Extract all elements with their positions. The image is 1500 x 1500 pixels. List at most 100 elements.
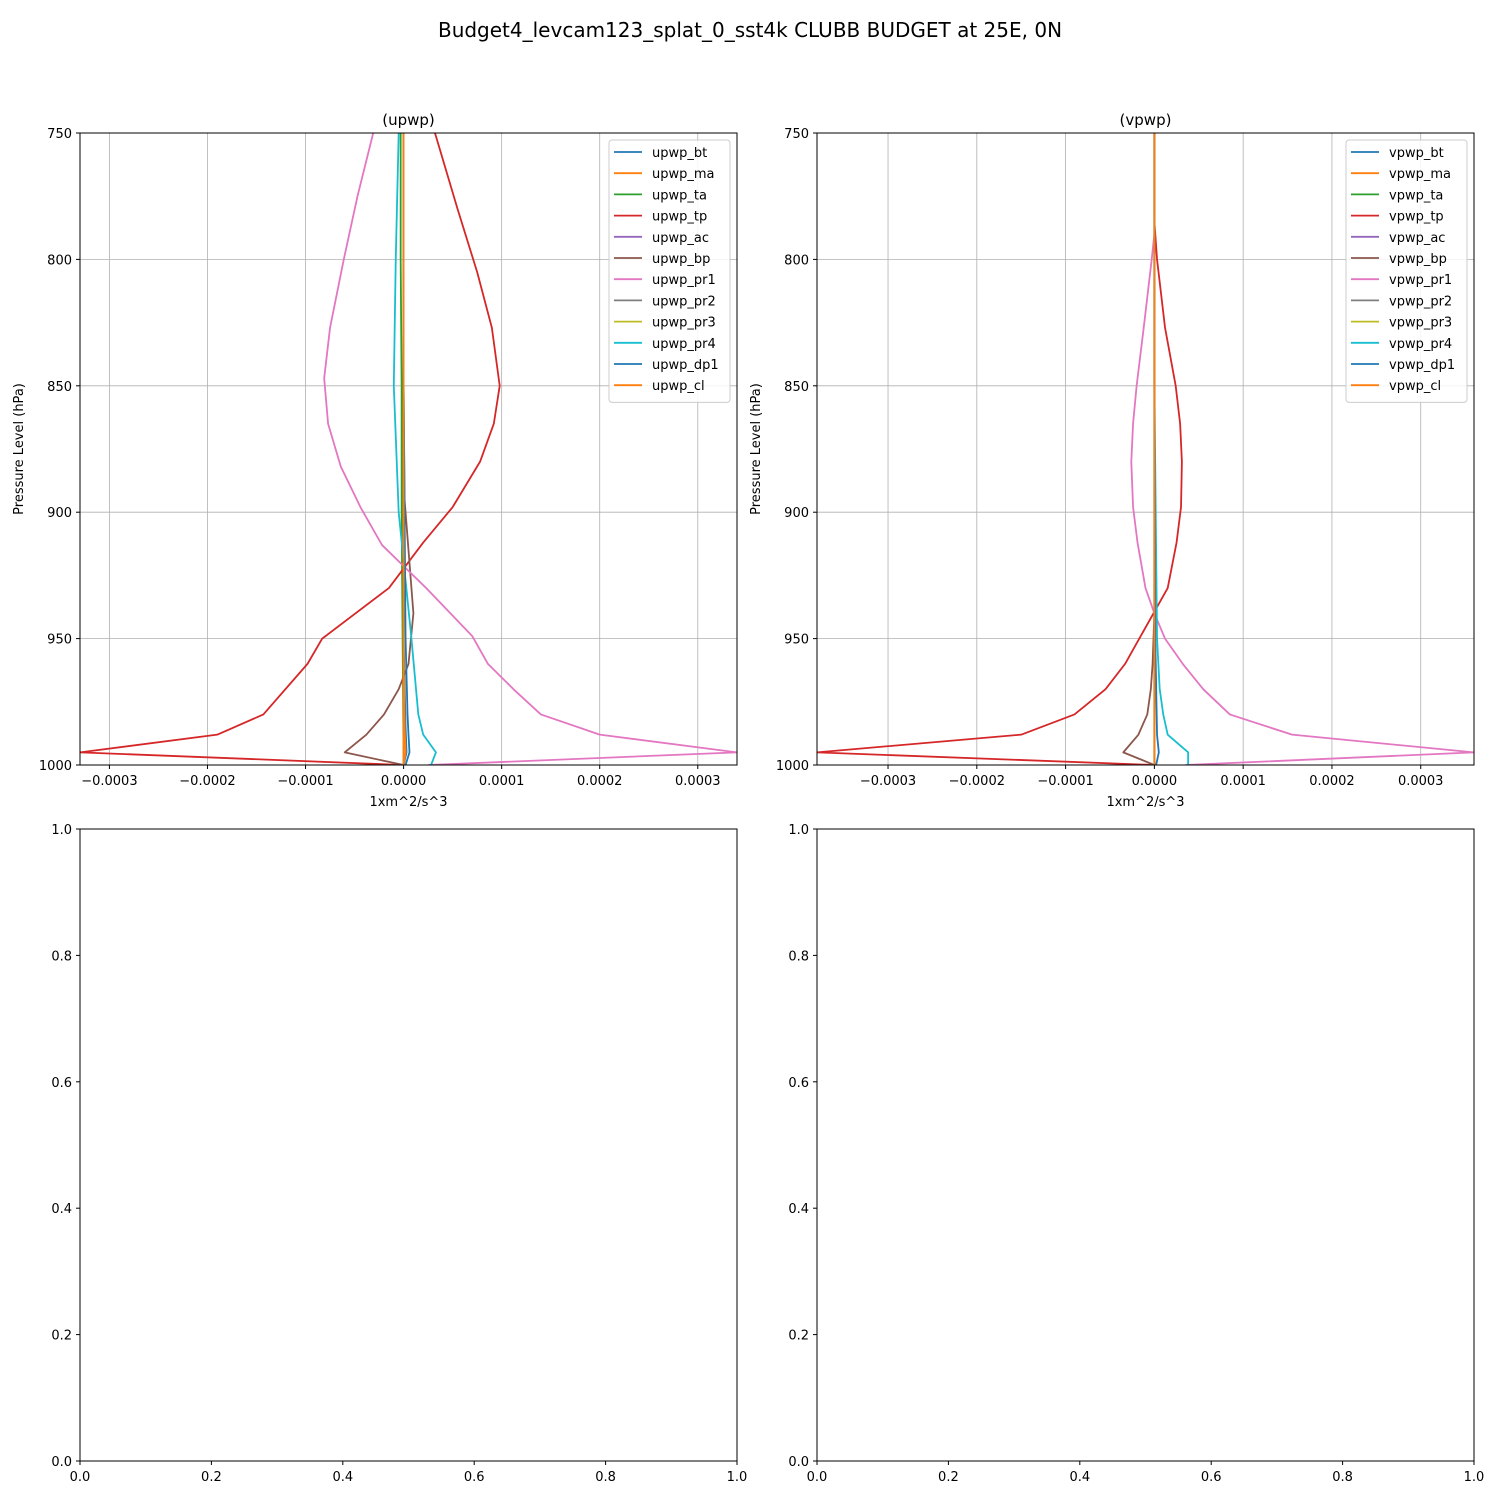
y-tick-label: 950 (784, 633, 809, 648)
x-tick-label: 0.4 (1069, 1470, 1090, 1485)
y-tick-label: 0.8 (788, 949, 809, 964)
legend-label-vpwp_ma: vpwp_ma (1389, 167, 1451, 182)
axes-frame (816, 828, 1475, 1462)
legend-label-upwp_cl: upwp_cl (652, 379, 705, 394)
legend-label-upwp_bp: upwp_bp (652, 252, 710, 267)
y-tick-label: 1000 (776, 759, 809, 774)
legend-label-vpwp_ac: vpwp_ac (1389, 231, 1445, 246)
y-tick-label: 800 (784, 253, 809, 268)
y-axis-label: Pressure Level (hPa) (749, 383, 764, 515)
x-tick-label: 0.0002 (1309, 774, 1355, 789)
x-tick-label: 0.6 (1201, 1470, 1222, 1485)
subplot-4: 0.0 0.2 0.4 0.6 0.8 1.0 0.0 0.2 0.4 0.6 0.8 1.0 (788, 823, 1484, 1485)
legend-label-vpwp_tp: vpwp_tp (1389, 210, 1444, 225)
y-tick-label: 900 (784, 506, 809, 521)
x-tick-label: 1.0 (727, 1470, 748, 1485)
legend-label-upwp_tp: upwp_tp (652, 210, 707, 225)
y-tick-label: 0.6 (788, 1076, 809, 1091)
legend-label-vpwp_dp1: vpwp_dp1 (1389, 358, 1455, 373)
legend: vpwp_bt vpwp_ma vpwp_ta vpwp_tp vpwp_ac vpwp_… (1345, 139, 1468, 403)
y-axis-label: Pressure Level (hPa) (12, 383, 27, 515)
legend-label-upwp_bt: upwp_bt (652, 146, 707, 161)
legend-box (608, 139, 731, 403)
x-tick-label: −0.0003 (860, 774, 916, 789)
legend-label-upwp_ma: upwp_ma (652, 167, 715, 182)
legend-label-vpwp_pr4: vpwp_pr4 (1389, 337, 1452, 352)
legend-label-upwp_ac: upwp_ac (652, 231, 709, 246)
x-tick-label: 0.8 (595, 1470, 616, 1485)
y-tick-label: 750 (47, 127, 72, 142)
legend-label-upwp_pr3: upwp_pr3 (652, 316, 716, 331)
y-tick-label: 750 (784, 127, 809, 142)
x-tick-label: −0.0001 (1037, 774, 1093, 789)
figure-suptitle: Budget4_levcam123_splat_0_sst4k CLUBB BU… (438, 18, 1062, 42)
legend-label-vpwp_cl: vpwp_cl (1389, 379, 1441, 394)
legend-label-upwp_pr1: upwp_pr1 (652, 273, 716, 288)
x-tick-label: 0.0003 (1398, 774, 1444, 789)
y-tick-label: 0.8 (51, 949, 72, 964)
subplot-1: −0.0003 −0.0002 −0.0001 0.0000 0.0001 0.0002 0… (12, 111, 738, 810)
legend-label-vpwp_ta: vpwp_ta (1389, 188, 1443, 203)
series-line-vpwp_tp (817, 133, 1183, 765)
x-tick-label: 0.0000 (1132, 774, 1178, 789)
x-axis-label: 1xm^2/s^3 (369, 795, 447, 810)
y-tick-label: 0.6 (51, 1076, 72, 1091)
x-axis-label: 1xm^2/s^3 (1106, 795, 1184, 810)
legend-label-vpwp_pr1: vpwp_pr1 (1389, 273, 1452, 288)
x-tick-label: 0.8 (1332, 1470, 1353, 1485)
subplot-grid: −0.0003 −0.0002 −0.0001 0.0000 0.0001 0.0002 0… (12, 111, 1484, 1485)
series-line-upwp_tp (80, 133, 501, 765)
series-line-vpwp_pr1 (1130, 133, 1474, 765)
y-tick-label: 1000 (39, 759, 72, 774)
y-tick-label: 0.0 (51, 1455, 72, 1470)
x-tick-label: 0.0002 (577, 774, 623, 789)
series-line-upwp_pr4 (392, 133, 437, 765)
subplot-3: 0.0 0.2 0.4 0.6 0.8 1.0 0.0 0.2 0.4 0.6 0.8 1.0 (51, 823, 747, 1485)
x-tick-label: −0.0001 (277, 774, 333, 789)
x-tick-label: 0.0000 (381, 774, 427, 789)
y-tick-label: 1.0 (788, 823, 809, 838)
y-tick-label: 900 (47, 506, 72, 521)
x-tick-label: −0.0002 (179, 774, 235, 789)
legend-label-upwp_dp1: upwp_dp1 (652, 358, 719, 373)
series-lines (80, 133, 737, 765)
x-tick-label: −0.0003 (81, 774, 137, 789)
legend-label-vpwp_pr3: vpwp_pr3 (1389, 316, 1452, 331)
axes-frame (79, 828, 738, 1462)
y-tick-label: 850 (47, 380, 72, 395)
x-tick-label: 0.4 (332, 1470, 353, 1485)
x-tick-label: 0.6 (464, 1470, 485, 1485)
subplot-2: −0.0003 −0.0002 −0.0001 0.0000 0.0001 0.0002 0… (749, 111, 1475, 810)
y-tick-label: 800 (47, 253, 72, 268)
series-line-upwp_pr1 (323, 133, 737, 765)
legend-label-vpwp_bp: vpwp_bp (1389, 252, 1447, 267)
y-tick-label: 0.4 (51, 1202, 72, 1217)
legend-label-upwp_pr2: upwp_pr2 (652, 294, 716, 309)
legend-label-vpwp_bt: vpwp_bt (1389, 146, 1444, 161)
x-tick-label: 1.0 (1464, 1470, 1485, 1485)
y-tick-label: 0.2 (51, 1329, 72, 1344)
x-tick-label: 0.2 (938, 1470, 959, 1485)
legend-label-vpwp_pr2: vpwp_pr2 (1389, 294, 1452, 309)
axes-frame (816, 132, 1475, 766)
y-tick-label: 1.0 (51, 823, 72, 838)
x-tick-label: −0.0002 (949, 774, 1005, 789)
axes-frame (79, 132, 738, 766)
x-tick-label: 0.2 (201, 1470, 222, 1485)
legend: upwp_bt upwp_ma upwp_ta upwp_tp upwp_ac upwp_… (608, 139, 731, 403)
y-tick-label: 0.4 (788, 1202, 809, 1217)
x-tick-label: 0.0 (70, 1470, 91, 1485)
subplot-title: (vpwp) (1120, 111, 1172, 129)
x-tick-label: 0.0001 (479, 774, 525, 789)
legend-box (1345, 139, 1468, 403)
y-tick-label: 0.0 (788, 1455, 809, 1470)
x-tick-label: 0.0001 (1220, 774, 1266, 789)
x-tick-label: 0.0 (807, 1470, 828, 1485)
y-tick-label: 850 (784, 380, 809, 395)
y-tick-label: 950 (47, 633, 72, 648)
x-tick-label: 0.0003 (675, 774, 721, 789)
subplot-title: (upwp) (382, 111, 435, 129)
legend-label-upwp_ta: upwp_ta (652, 188, 707, 203)
